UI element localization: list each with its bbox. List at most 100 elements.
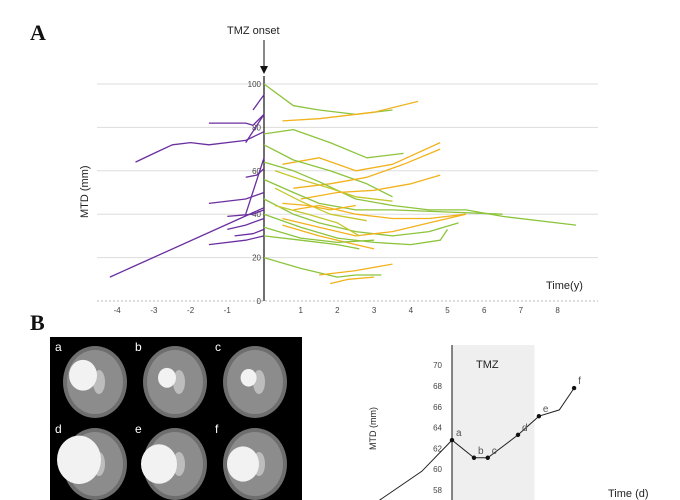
series-line-on_tmz_yellow <box>282 142 441 172</box>
x-tick-label: 4 <box>409 306 414 315</box>
series-line-on_tmz_green <box>263 144 393 198</box>
series-line-pre_tmz <box>245 114 265 143</box>
lesion <box>57 435 101 484</box>
series-line-on_tmz_olive <box>274 187 367 222</box>
mri-image-d: d <box>55 422 127 500</box>
lesion <box>141 444 177 484</box>
x-tick-label: 7 <box>519 306 524 315</box>
panel-b-series: a b c d e f <box>378 376 581 500</box>
panel-b-x-axis-label: Time (d) <box>608 488 649 500</box>
data-point-b <box>471 455 477 460</box>
series-line-pre_tmz <box>208 235 265 246</box>
x-tick-label: 2 <box>335 306 340 315</box>
series-line-pre_tmz <box>109 207 265 278</box>
x-tick-label: -4 <box>114 306 122 315</box>
series-line-pre_tmz <box>208 113 265 126</box>
x-tick-label: 5 <box>445 306 450 315</box>
series-line-pre_tmz <box>208 191 265 205</box>
y-tick-label: 58 <box>433 486 442 495</box>
series-line-on_tmz_yellow <box>329 276 375 285</box>
data-point-d <box>515 432 521 438</box>
series-line-on_tmz_green <box>263 226 375 244</box>
mri-image-e: e <box>135 422 207 500</box>
y-tick-label: 100 <box>248 80 262 89</box>
point-label: e <box>543 404 549 415</box>
series-line-on_tmz_green <box>263 235 360 250</box>
series-line-pre_tmz <box>252 94 265 111</box>
data-point-c <box>485 455 490 460</box>
y-tick-label: 66 <box>433 403 442 412</box>
y-tick-label: 70 <box>433 361 442 370</box>
panel-b-y-axis-label: MTD (mm) <box>368 407 378 450</box>
data-point-a <box>449 437 455 443</box>
mri-image-b: b <box>135 340 207 418</box>
mri-label: d <box>55 422 62 436</box>
panel-b-y-ticks: 58 60 62 64 66 68 70 <box>433 361 442 495</box>
series-line-on_tmz_green <box>263 213 449 246</box>
mri-label: b <box>135 340 142 354</box>
panel-a-series <box>109 83 577 285</box>
series-line-on_tmz_yellow <box>282 213 467 237</box>
y-tick-label: 80 <box>252 123 261 132</box>
mri-label: f <box>215 422 219 436</box>
lesion <box>227 446 259 482</box>
mri-image-f: f <box>215 422 287 500</box>
series-line-pre_tmz <box>245 168 265 178</box>
panel-b-chart: 58 60 62 64 66 68 70 a b c d e f TMZ MTD (mm) Time … <box>368 345 649 500</box>
tmz-onset-arrow <box>260 40 268 74</box>
series-line-pre_tmz <box>245 157 265 215</box>
tmz-shaded-region <box>452 345 535 500</box>
y-tick-label: 64 <box>433 424 442 433</box>
lesion <box>240 369 257 387</box>
lesion <box>158 367 176 388</box>
point-label: a <box>456 428 462 439</box>
y-tick-label: 40 <box>252 210 261 219</box>
series-line-on_tmz_yellow <box>282 224 375 250</box>
series-line-on_tmz_olive <box>274 204 360 237</box>
series-line-on_tmz_yellow <box>319 263 393 276</box>
data-point-f <box>571 385 577 391</box>
point-label: d <box>522 423 528 434</box>
y-tick-label: 60 <box>433 465 442 474</box>
x-tick-label: 1 <box>298 306 303 315</box>
series-line-on_tmz_yellow <box>300 174 441 200</box>
x-tick-label: -1 <box>224 306 232 315</box>
x-tick-label: 6 <box>482 306 487 315</box>
panel-a-axes <box>97 76 598 302</box>
ventricle <box>173 370 185 394</box>
series-line-on_tmz_yellow <box>282 100 419 122</box>
data-point-e <box>536 413 542 419</box>
mri-label: c <box>215 340 221 354</box>
panel-a-y-axis-label: MTD (mm) <box>79 165 91 218</box>
y-tick-label: 0 <box>257 297 262 306</box>
series-line-pre_tmz <box>227 209 265 218</box>
tmz-onset-label: TMZ onset <box>227 25 280 37</box>
panel-b-letter: B <box>30 310 45 335</box>
series-line-on_tmz_yellow <box>293 148 441 189</box>
series-line-on_tmz_olive <box>274 170 393 202</box>
x-tick-label: -2 <box>187 306 195 315</box>
panel-a-x-axis-label: Time(y) <box>546 280 583 292</box>
y-tick-label: 68 <box>433 382 442 391</box>
series-line-on_tmz_green <box>263 128 404 159</box>
point-label: f <box>578 376 581 387</box>
mri-image-grid: a b c d e f <box>55 340 287 500</box>
y-tick-label: 62 <box>433 444 442 453</box>
series-line-on_tmz_green <box>263 198 459 237</box>
series-line-pre_tmz <box>135 131 265 163</box>
series-line-on_tmz_green <box>263 256 382 278</box>
point-label: c <box>492 446 497 457</box>
panel-a-x-ticks: -4 -3 -2 -1 1 2 3 4 5 6 7 8 <box>114 306 561 315</box>
series-line-pre_tmz <box>234 228 265 237</box>
series-line-on_tmz_green <box>263 83 393 116</box>
y-tick-label: 60 <box>252 167 261 176</box>
x-tick-label: 8 <box>555 306 560 315</box>
mri-label: a <box>55 340 62 354</box>
x-tick-label: -3 <box>150 306 158 315</box>
mri-image-a: a <box>55 340 127 418</box>
x-tick-label: 3 <box>372 306 377 315</box>
lesion <box>69 359 97 391</box>
point-label: b <box>478 446 484 457</box>
